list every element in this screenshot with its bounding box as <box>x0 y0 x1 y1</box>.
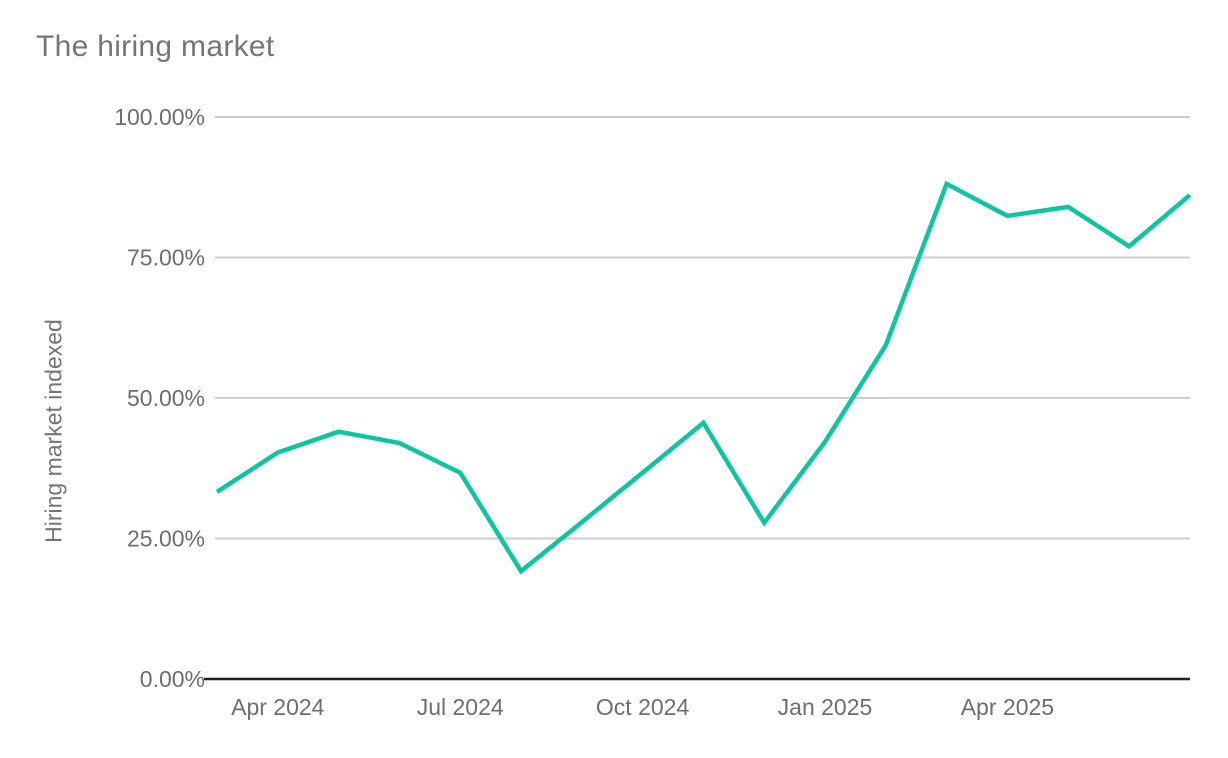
y-tick-label: 0.00% <box>140 666 205 692</box>
y-tick-label: 25.00% <box>127 526 205 552</box>
y-tick-label: 100.00% <box>114 104 205 130</box>
x-tick-label: Jul 2024 <box>417 694 504 720</box>
x-tick-label: Jan 2025 <box>778 694 873 720</box>
chart-title: The hiring market <box>36 30 275 63</box>
series-line <box>215 180 1192 575</box>
x-tick-label: Apr 2025 <box>961 694 1054 720</box>
y-tick-label: 50.00% <box>127 385 205 411</box>
x-tick-label: Apr 2024 <box>231 694 325 720</box>
y-tick-label: 75.00% <box>127 245 205 271</box>
x-tick-label: Oct 2024 <box>596 694 690 720</box>
